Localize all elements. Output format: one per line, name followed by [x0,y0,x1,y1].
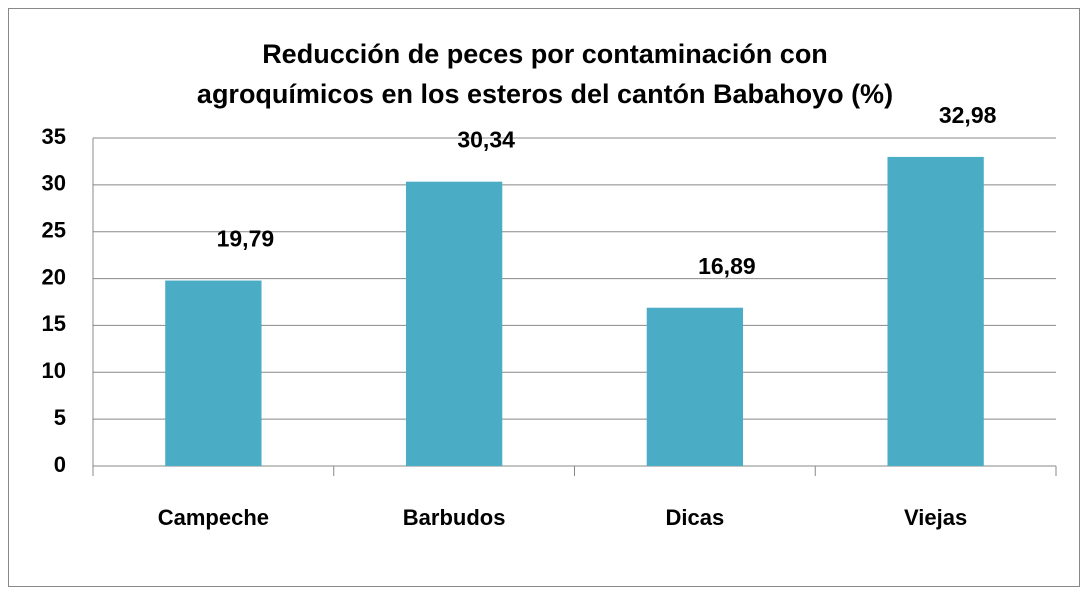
chart-title: Reducción de peces por contaminación con [262,39,828,69]
y-tick-label: 20 [42,264,66,289]
data-label: 32,98 [939,102,997,128]
bar [405,181,503,467]
data-label: 16,89 [698,253,756,279]
y-tick-label: 35 [42,124,66,149]
x-tick-label: Dicas [666,505,725,530]
y-tick-label: 5 [54,405,66,430]
y-tick-label: 25 [42,218,66,243]
data-label: 19,79 [217,226,275,252]
bar [646,307,744,466]
y-tick-label: 15 [42,311,66,336]
x-tick-label: Viejas [904,505,967,530]
x-tick-label: Campeche [158,505,269,530]
y-tick-label: 10 [42,358,66,383]
y-tick-label: 30 [42,171,66,196]
data-label: 30,34 [457,127,515,153]
bar [165,280,262,466]
x-tick-label: Barbudos [403,505,506,530]
y-tick-label: 0 [54,452,66,477]
chart-title: agroquímicos en los esteros del cantón B… [197,79,893,109]
bar [887,156,984,466]
